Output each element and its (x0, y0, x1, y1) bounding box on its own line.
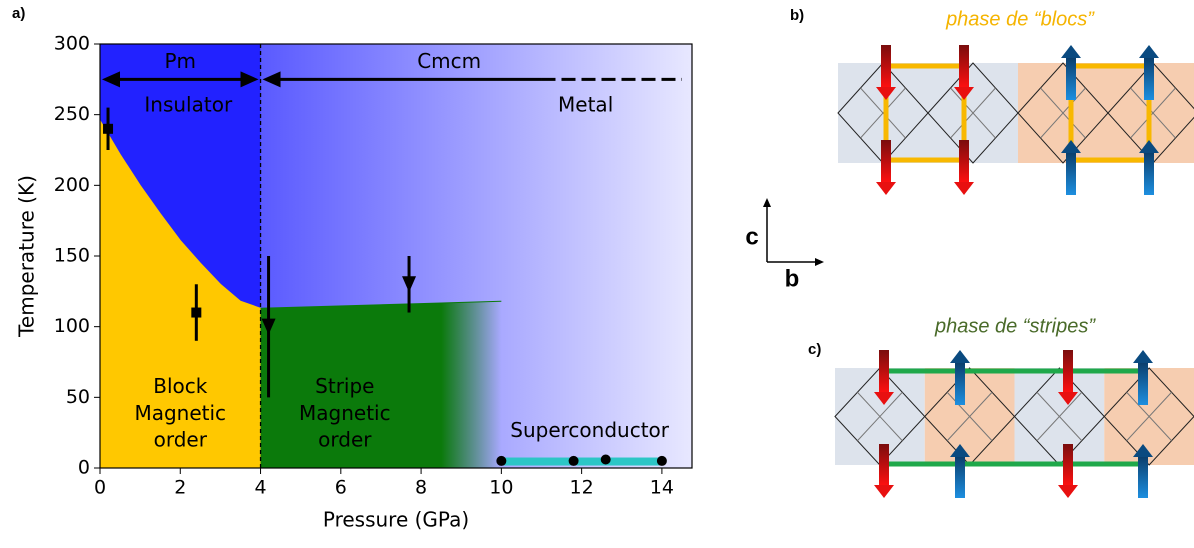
spin-down (959, 140, 969, 183)
region-label: Pm (164, 49, 196, 73)
region-label: Superconductor (510, 418, 670, 442)
spin-up (1066, 152, 1076, 195)
spin-up (955, 456, 965, 498)
spin-head (1061, 45, 1081, 58)
data-point (568, 455, 579, 466)
data-point (600, 454, 611, 465)
spin-head (954, 87, 974, 100)
spin-up (1144, 152, 1154, 195)
region-label: order (318, 428, 372, 452)
diamond (1103, 367, 1194, 466)
spin-head (1133, 444, 1153, 457)
spin-head (1139, 45, 1159, 58)
y-tick-label: 150 (54, 245, 90, 267)
y-tick-label: 100 (54, 315, 90, 337)
spin-down (881, 140, 891, 183)
spin-head (950, 350, 970, 363)
superconductor-region (501, 457, 662, 466)
x-tick-label: 14 (650, 477, 674, 499)
spin-head (1139, 140, 1159, 153)
y-tick-label: 300 (54, 33, 90, 55)
cross (1036, 391, 1083, 442)
cross (857, 391, 903, 442)
spin-down (879, 350, 889, 393)
block-region (100, 120, 261, 468)
region-label: Cmcm (417, 49, 481, 73)
spin-head (1058, 392, 1078, 405)
cross (950, 87, 996, 139)
spin-up (1138, 362, 1148, 405)
x-tick-label: 2 (174, 477, 186, 499)
x-tick-label: 8 (415, 477, 427, 499)
cross (1040, 87, 1086, 139)
axis-label: c (745, 223, 758, 250)
spin-head (876, 182, 896, 195)
y-tick-label: 0 (78, 457, 90, 479)
arrow-head (763, 198, 771, 207)
x-tick-label: 0 (94, 477, 106, 499)
spin-down (1063, 350, 1073, 393)
data-point (191, 307, 202, 318)
phase-boundary (260, 300, 502, 309)
spin-head (1058, 485, 1078, 498)
spin-head (950, 444, 970, 457)
region-label: Metal (558, 93, 613, 117)
cross (860, 87, 906, 139)
spin-up (1066, 57, 1076, 100)
data-point (496, 455, 507, 466)
panel-label: a) (12, 5, 25, 22)
data-point (261, 318, 276, 335)
cross (1126, 391, 1172, 442)
arrow-head (102, 71, 120, 88)
panel-label: c) (808, 341, 821, 358)
y-axis-label: Temperature (K) (15, 175, 39, 338)
cross (1130, 87, 1176, 139)
panel-title: phase de “blocs” (945, 8, 1095, 30)
region-label: Block (153, 374, 208, 398)
x-tick-label: 10 (489, 477, 513, 499)
data-point (402, 276, 417, 293)
x-tick-label: 12 (570, 477, 594, 499)
data-point (103, 123, 114, 134)
x-tick-label: 4 (254, 477, 266, 499)
phase-boundary (99, 120, 261, 309)
spin-head (874, 485, 894, 498)
region-label: Insulator (144, 93, 233, 117)
region-label: Magnetic (299, 401, 391, 425)
spin-head (954, 182, 974, 195)
axis-label: b (785, 265, 800, 292)
arrow-head (240, 71, 259, 88)
region-label: order (154, 428, 208, 452)
region-label: Magnetic (134, 401, 226, 425)
spin-down (959, 45, 969, 88)
x-tick-label: 6 (335, 477, 347, 499)
y-tick-label: 50 (66, 386, 90, 408)
spin-head (874, 392, 894, 405)
region-label: Stripe (315, 374, 374, 398)
spin-up (1138, 456, 1148, 498)
bloc (883, 63, 967, 163)
spin-head (1133, 350, 1153, 363)
data-point (656, 455, 667, 466)
x-axis-label: Pressure (GPa) (323, 508, 469, 532)
panel-label: b) (790, 7, 804, 24)
y-tick-label: 250 (54, 103, 90, 125)
arrow-head (815, 258, 824, 266)
panel-title: phase de “stripes” (934, 315, 1096, 337)
bloc (1068, 63, 1152, 163)
spin-up (955, 362, 965, 405)
spin-down (879, 444, 889, 486)
spin-head (876, 87, 896, 100)
cross (946, 391, 993, 442)
spin-up (1144, 57, 1154, 100)
diamond (1107, 62, 1194, 164)
y-tick-label: 200 (54, 174, 90, 196)
spin-head (1061, 140, 1081, 153)
spin-down (881, 45, 891, 88)
stripe-region (260, 301, 502, 468)
spin-down (1063, 444, 1073, 486)
